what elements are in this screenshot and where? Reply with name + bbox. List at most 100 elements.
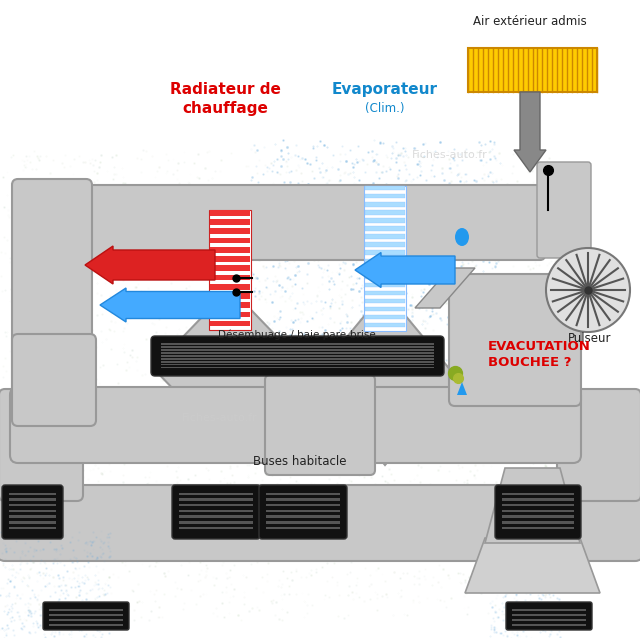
Bar (266, 510, 340, 512)
FancyBboxPatch shape (2, 485, 63, 539)
Bar (512, 609, 586, 611)
Bar (161, 355, 434, 357)
Bar (49, 618, 123, 621)
Bar (210, 228, 250, 234)
FancyBboxPatch shape (537, 162, 591, 258)
Bar (210, 210, 250, 216)
Bar (364, 186, 406, 331)
Text: Evaporateur: Evaporateur (332, 82, 438, 97)
Bar (502, 493, 574, 495)
Bar (502, 521, 574, 524)
Polygon shape (457, 382, 467, 395)
Bar (161, 360, 434, 362)
Bar (266, 498, 340, 501)
Bar (365, 234, 405, 239)
Bar (161, 366, 434, 368)
Bar (365, 307, 405, 311)
Bar (512, 618, 586, 621)
Bar (468, 48, 597, 92)
Bar (502, 504, 574, 507)
Text: EVACUTATION
BOUCHEE ?: EVACUTATION BOUCHEE ? (488, 340, 591, 369)
FancyBboxPatch shape (0, 389, 83, 501)
Polygon shape (153, 288, 307, 448)
Bar (365, 242, 405, 247)
FancyBboxPatch shape (12, 334, 96, 426)
FancyBboxPatch shape (43, 602, 129, 630)
Bar (210, 219, 250, 225)
Polygon shape (465, 538, 600, 593)
Bar (210, 274, 250, 280)
Bar (179, 527, 253, 530)
Bar (512, 623, 586, 626)
Bar (49, 609, 123, 611)
Bar (266, 516, 340, 518)
Polygon shape (313, 291, 457, 465)
FancyBboxPatch shape (506, 602, 592, 630)
Text: Désembuage / baie pare-brise: Désembuage / baie pare-brise (218, 329, 376, 340)
Bar (9, 527, 56, 530)
Bar (365, 210, 405, 214)
Bar (365, 315, 405, 320)
Bar (9, 510, 56, 512)
Bar (502, 516, 574, 518)
Bar (161, 349, 434, 351)
Bar (365, 267, 405, 271)
Bar (179, 510, 253, 512)
Bar (49, 623, 123, 626)
Bar (365, 299, 405, 303)
Bar (161, 346, 434, 348)
Bar (365, 194, 405, 198)
Bar (266, 504, 340, 507)
Bar (210, 311, 250, 317)
Bar (266, 493, 340, 495)
Bar (210, 256, 250, 262)
Bar (179, 504, 253, 507)
FancyBboxPatch shape (0, 485, 640, 561)
Bar (210, 238, 250, 244)
Text: Radiateur de
chauffage: Radiateur de chauffage (170, 82, 280, 115)
Bar (365, 291, 405, 295)
FancyArrow shape (514, 92, 546, 172)
Text: Fiches-auto.fr: Fiches-auto.fr (182, 413, 258, 423)
Bar (161, 364, 434, 366)
Text: Fiches-auto.fr: Fiches-auto.fr (412, 150, 488, 160)
Bar (512, 614, 586, 616)
Bar (210, 293, 250, 299)
Bar (161, 352, 434, 354)
Bar (9, 521, 56, 524)
FancyBboxPatch shape (259, 485, 347, 539)
Bar (502, 527, 574, 530)
Text: Air extérieur admis: Air extérieur admis (473, 15, 587, 28)
Bar (210, 265, 250, 271)
Bar (266, 521, 340, 524)
Bar (49, 614, 123, 616)
FancyBboxPatch shape (557, 389, 640, 501)
Bar (209, 210, 251, 330)
FancyBboxPatch shape (265, 375, 375, 475)
FancyBboxPatch shape (12, 179, 92, 421)
Bar (9, 504, 56, 507)
Bar (210, 284, 250, 290)
Bar (179, 521, 253, 524)
Bar (161, 343, 434, 345)
Text: Buses habitacle: Buses habitacle (253, 455, 347, 468)
Bar (161, 358, 434, 360)
Bar (365, 323, 405, 327)
Bar (210, 247, 250, 253)
Text: (Clim.): (Clim.) (365, 102, 404, 115)
Ellipse shape (455, 228, 469, 246)
Text: Pulseur: Pulseur (568, 332, 612, 345)
Bar (365, 186, 405, 190)
Polygon shape (415, 268, 475, 308)
Bar (365, 251, 405, 255)
FancyBboxPatch shape (449, 274, 581, 406)
Bar (9, 493, 56, 495)
FancyBboxPatch shape (495, 485, 581, 539)
FancyArrow shape (355, 253, 455, 288)
Bar (502, 510, 574, 512)
Bar (266, 527, 340, 530)
Bar (179, 493, 253, 495)
Bar (179, 498, 253, 501)
Bar (365, 258, 405, 263)
Bar (365, 218, 405, 223)
